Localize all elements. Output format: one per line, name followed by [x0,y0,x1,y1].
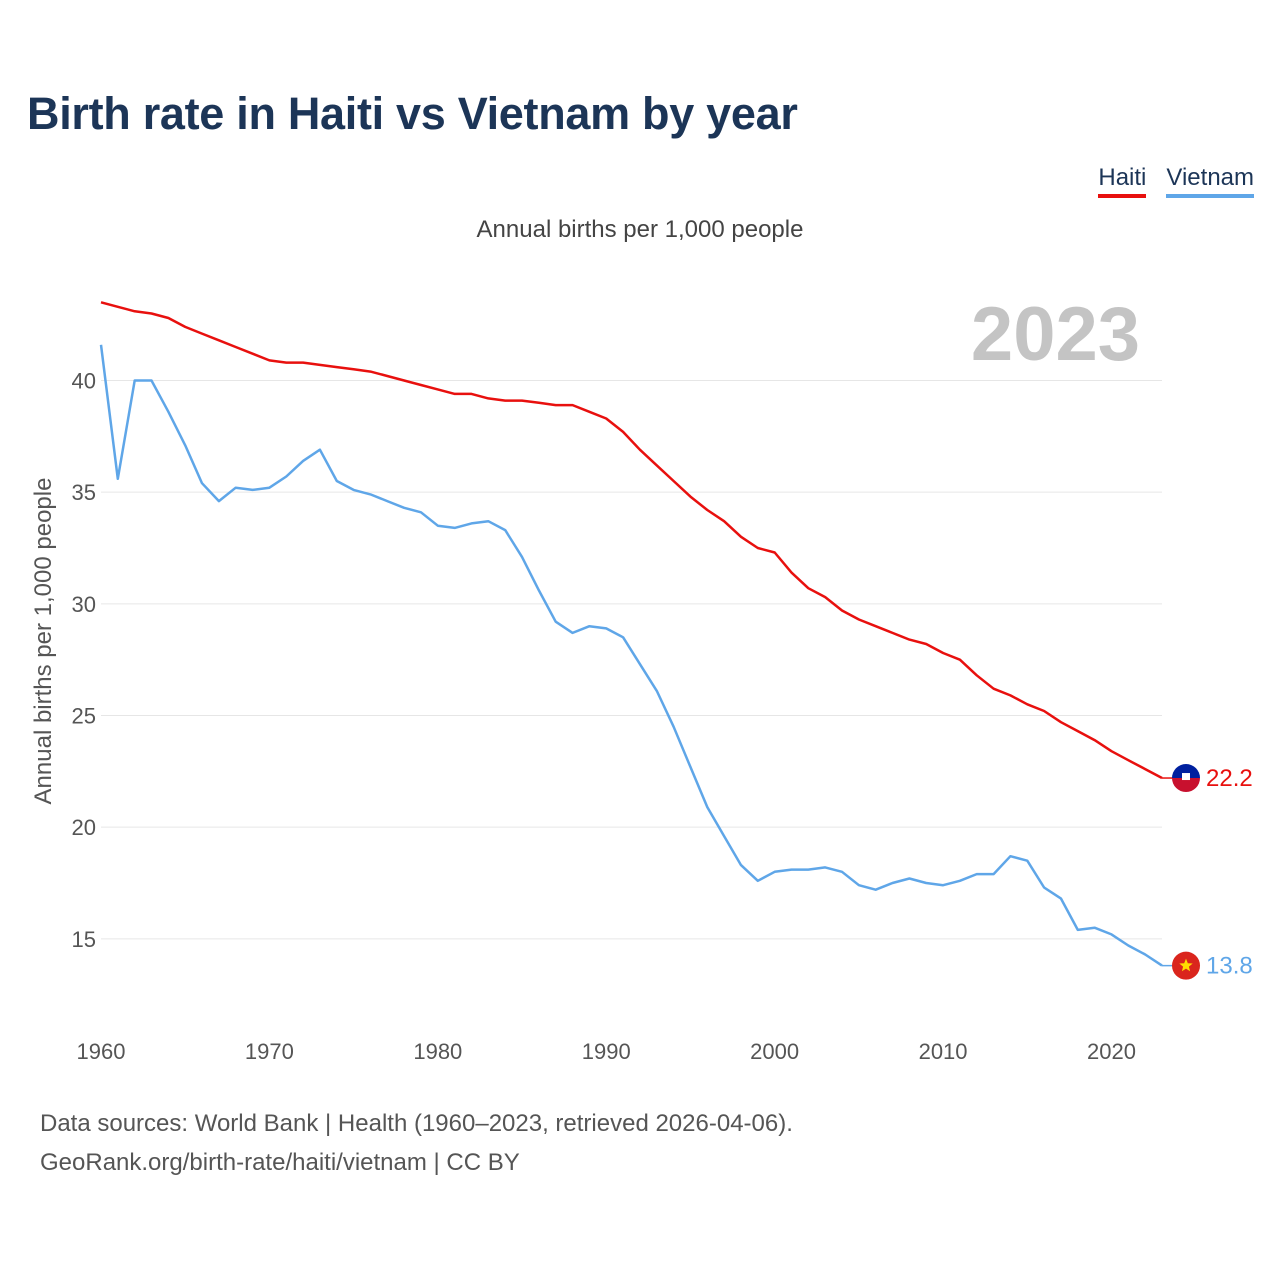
year-watermark: 2023 [971,292,1140,377]
chart-subtitle: Annual births per 1,000 people [476,216,804,243]
x-tick-label: 2000 [750,1039,799,1064]
y-tick-label: 40 [72,369,96,394]
x-tick-label: 1960 [77,1039,126,1064]
x-tick-label: 1980 [413,1039,462,1064]
haiti-flag-lower [1172,778,1200,793]
y-tick-label: 30 [72,592,96,617]
vietnam-flag-star [1179,958,1193,972]
end-value-label-vietnam: 13.8 [1206,953,1253,980]
y-axis-label: Annual births per 1,000 people [30,478,57,805]
x-tick-label: 2020 [1087,1039,1136,1064]
chart-title: Birth rate in Haiti vs Vietnam by year [27,88,798,139]
legend: Haiti Vietnam [1098,164,1254,198]
x-tick-label: 1990 [582,1039,631,1064]
x-tick-label: 2010 [919,1039,968,1064]
footer: Data sources: World Bank | Health (1960–… [40,1104,793,1182]
y-tick-label: 20 [72,815,96,840]
source-link[interactable]: GeoRank.org/birth-rate/haiti/vietnam | C… [40,1149,520,1176]
legend-item-haiti[interactable]: Haiti [1098,164,1147,198]
haiti-flag-emblem [1182,773,1190,781]
x-tick-label: 1970 [245,1039,294,1064]
legend-item-vietnam[interactable]: Vietnam [1166,164,1254,198]
series-line-vietnam [99,344,1163,967]
y-tick-label: 25 [72,704,96,729]
series-line-haiti [100,301,1163,780]
data-source-note: Data sources: World Bank | Health (1960–… [40,1110,793,1137]
y-tick-label: 35 [72,480,96,505]
haiti-flag-icon [1172,764,1200,779]
y-tick-label: 15 [72,927,96,952]
end-value-label-haiti: 22.2 [1206,765,1253,792]
